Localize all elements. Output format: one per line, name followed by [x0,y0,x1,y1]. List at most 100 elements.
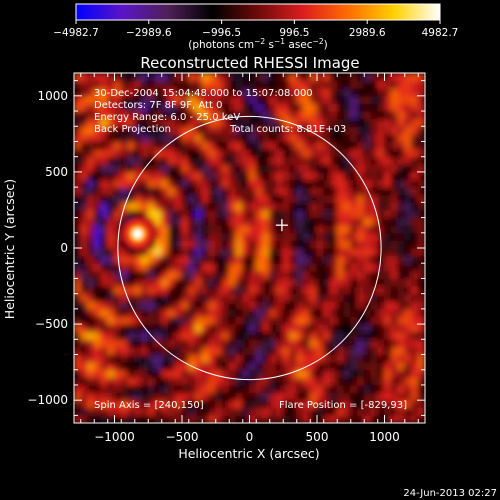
heatmap-cell [296,414,304,423]
heatmap-cell [161,361,169,371]
heatmap-cell [336,346,345,356]
heatmap-cell [377,73,385,82]
heatmap-cell [80,338,88,348]
heatmap-cell [120,293,129,302]
heatmap-cell [330,392,338,401]
heatmap-cell [336,331,345,340]
heatmap-cell [323,148,331,158]
heatmap-cell [100,239,109,249]
heatmap-cell [411,186,419,196]
heatmap-cell [120,209,129,219]
heatmap-cell [357,171,365,181]
heatmap-cell [363,179,372,188]
heatmap-cell [114,133,122,142]
heatmap-cell [343,300,352,310]
heatmap-cell [147,414,156,423]
heatmap-cell [242,73,250,82]
heatmap-cell [249,308,257,317]
heatmap-cell [417,399,425,409]
heatmap-cell [370,308,379,317]
heatmap-cell [100,133,109,142]
heatmap-cell [235,293,244,302]
heatmap-cell [100,232,109,241]
heatmap-cell [168,118,176,127]
heatmap-cell [168,194,176,203]
heatmap-cell [235,163,244,173]
heatmap-cell [336,133,345,142]
heatmap-cell [289,102,298,112]
heatmap-cell [242,277,250,287]
heatmap-cell [276,376,284,386]
heatmap-cell [323,369,331,378]
heatmap-cell [147,186,156,196]
heatmap-cell [276,95,284,104]
heatmap-cell [255,354,264,363]
heatmap-cell [276,239,284,249]
heatmap-cell [323,384,331,394]
heatmap-cell [93,293,102,302]
heatmap-cell [120,148,129,158]
heatmap-cell [289,118,298,127]
heatmap-cell [222,118,230,127]
heatmap-cell [289,163,298,173]
heatmap-cell [188,315,196,325]
heatmap-cell [181,308,190,317]
heatmap-cell [242,133,250,142]
heatmap-cell [114,140,122,150]
heatmap-cell [100,414,109,423]
heatmap-cell [215,315,223,325]
heatmap-cell [282,308,291,317]
heatmap-cell [161,293,169,302]
heatmap-cells [74,73,425,423]
heatmap-cell [296,331,304,340]
heatmap-cell [161,87,169,97]
heatmap-cell [242,87,250,97]
heatmap-cell [242,315,250,325]
heatmap-cell [208,262,217,272]
heatmap-cell [276,148,284,158]
annotation-spin-axis: Spin Axis = [240,150] [94,400,204,411]
heatmap-cell [390,407,399,416]
heatmap-cell [269,217,277,226]
heatmap-cell [235,156,244,165]
heatmap-cell [404,407,412,416]
heatmap-cell [384,277,392,287]
heatmap-cell [147,300,156,310]
heatmap-cell [249,224,257,234]
heatmap-cell [147,102,156,112]
heatmap-cell [343,338,352,348]
heatmap-cell [188,293,196,302]
heatmap-cell [188,80,196,89]
heatmap-cell [323,232,331,241]
heatmap-cell [276,270,284,279]
heatmap-cell [154,262,163,272]
heatmap-cell [363,224,372,234]
heatmap-cell [235,186,244,196]
heatmap-cell [282,239,291,249]
heatmap-cell [330,369,338,378]
heatmap-cell [296,369,304,378]
heatmap-cell [127,201,136,211]
heatmap-cell [141,300,149,310]
heatmap-cell [181,399,190,409]
heatmap-cell [303,201,311,211]
heatmap-cell [296,315,304,325]
heatmap-cell [309,414,318,423]
heatmap-cell [168,224,176,234]
heatmap-cell [390,209,399,219]
heatmap-cell [174,331,183,340]
heatmap-cell [296,255,304,264]
heatmap-cell [276,262,284,272]
heatmap-cell [377,163,385,173]
heatmap-cell [377,224,385,234]
heatmap-cell [255,224,264,234]
heatmap-cell [174,118,183,127]
heatmap-cell [181,110,190,120]
heatmap-cell [154,308,163,317]
heatmap-cell [141,209,149,219]
heatmap-cell [309,247,318,257]
heatmap-cell [161,247,169,257]
heatmap-cell [417,80,425,89]
heatmap-cell [174,255,183,264]
heatmap-cell [282,399,291,409]
